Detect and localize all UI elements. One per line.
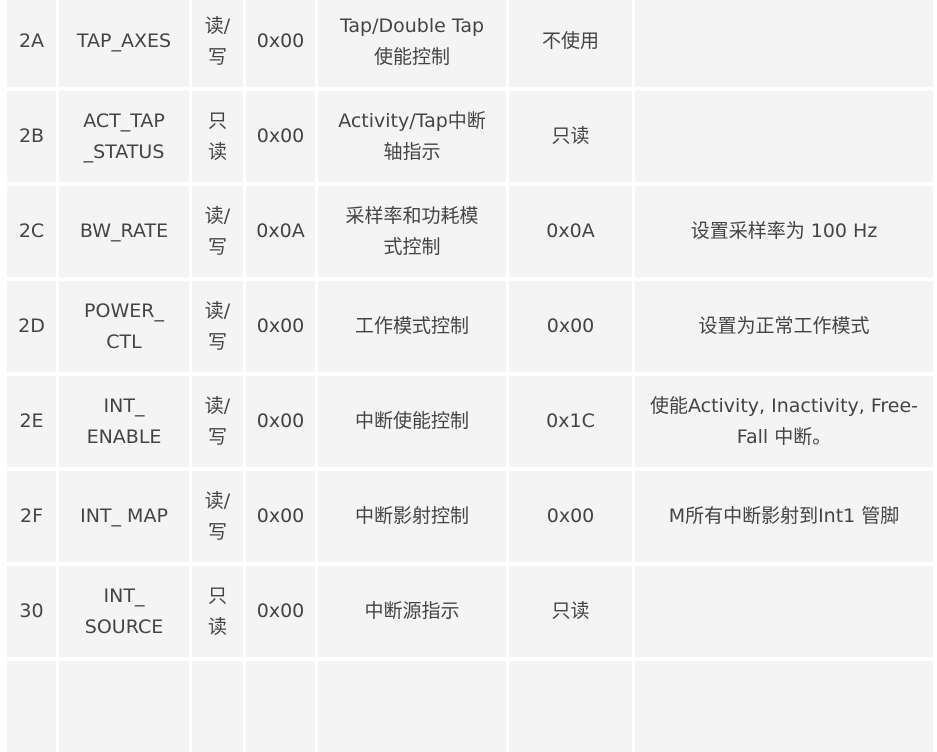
cell-access: 读/ 写 (192, 376, 243, 467)
cell-set-value: 0x1C (509, 376, 632, 467)
cell-register-name (59, 661, 189, 752)
cell-access: 只 读 (192, 91, 243, 182)
cell-reset-value: 0x0A (246, 186, 315, 277)
cell-access: 读/ 写 (192, 281, 243, 372)
cell-description: 中断影射控制 (318, 471, 506, 562)
cell-description (318, 661, 506, 752)
cell-address: 2B (7, 91, 56, 182)
cell-set-value: 0x00 (509, 471, 632, 562)
cell-description: 工作模式控制 (318, 281, 506, 372)
cell-note: 设置采样率为 100 Hz (635, 186, 933, 277)
cell-access: 只 读 (192, 566, 243, 657)
cell-set-value: 0x0A (509, 186, 632, 277)
cell-access: 读/ 写 (192, 471, 243, 562)
cell-address: 30 (7, 566, 56, 657)
cell-set-value (509, 661, 632, 752)
cell-note (635, 91, 933, 182)
cell-address: 2D (7, 281, 56, 372)
cell-description: Activity/Tap中断 轴指示 (318, 91, 506, 182)
cell-note: M所有中断影射到Int1 管脚 (635, 471, 933, 562)
cell-description: Tap/Double Tap 使能控制 (318, 0, 506, 87)
cell-register-name: POWER_ CTL (59, 281, 189, 372)
cell-note (635, 0, 933, 87)
cell-register-name: ACT_TAP _STATUS (59, 91, 189, 182)
cell-register-name: INT_ MAP (59, 471, 189, 562)
cell-register-name: INT_ SOURCE (59, 566, 189, 657)
cell-address: 2F (7, 471, 56, 562)
cell-access: 读/ 写 (192, 0, 243, 87)
cell-register-name: BW_RATE (59, 186, 189, 277)
cell-address: 2A (7, 0, 56, 87)
cell-reset-value: 0x00 (246, 566, 315, 657)
cell-address: 2C (7, 186, 56, 277)
cell-set-value: 不使用 (509, 0, 632, 87)
cell-note: 使能Activity, Inactivity, Free- Fall 中断。 (635, 376, 933, 467)
cell-description: 中断源指示 (318, 566, 506, 657)
cell-address: 2E (7, 376, 56, 467)
cell-access (192, 661, 243, 752)
cell-reset-value (246, 661, 315, 752)
cell-reset-value: 0x00 (246, 376, 315, 467)
cell-reset-value: 0x00 (246, 471, 315, 562)
cell-reset-value: 0x00 (246, 91, 315, 182)
register-table: 2A TAP_AXES 读/ 写 0x00 Tap/Double Tap 使能控制 不使用… (7, 0, 933, 752)
cell-register-name: TAP_AXES (59, 0, 189, 87)
cell-register-name: INT_ ENABLE (59, 376, 189, 467)
cell-note: 设置为正常工作模式 (635, 281, 933, 372)
cell-set-value: 0x00 (509, 281, 632, 372)
cell-reset-value: 0x00 (246, 0, 315, 87)
cell-description: 中断使能控制 (318, 376, 506, 467)
cell-set-value: 只读 (509, 566, 632, 657)
cell-set-value: 只读 (509, 91, 632, 182)
cell-reset-value: 0x00 (246, 281, 315, 372)
cell-access: 读/ 写 (192, 186, 243, 277)
cell-address (7, 661, 56, 752)
cell-description: 采样率和功耗模 式控制 (318, 186, 506, 277)
cell-note (635, 566, 933, 657)
cell-note (635, 661, 933, 752)
